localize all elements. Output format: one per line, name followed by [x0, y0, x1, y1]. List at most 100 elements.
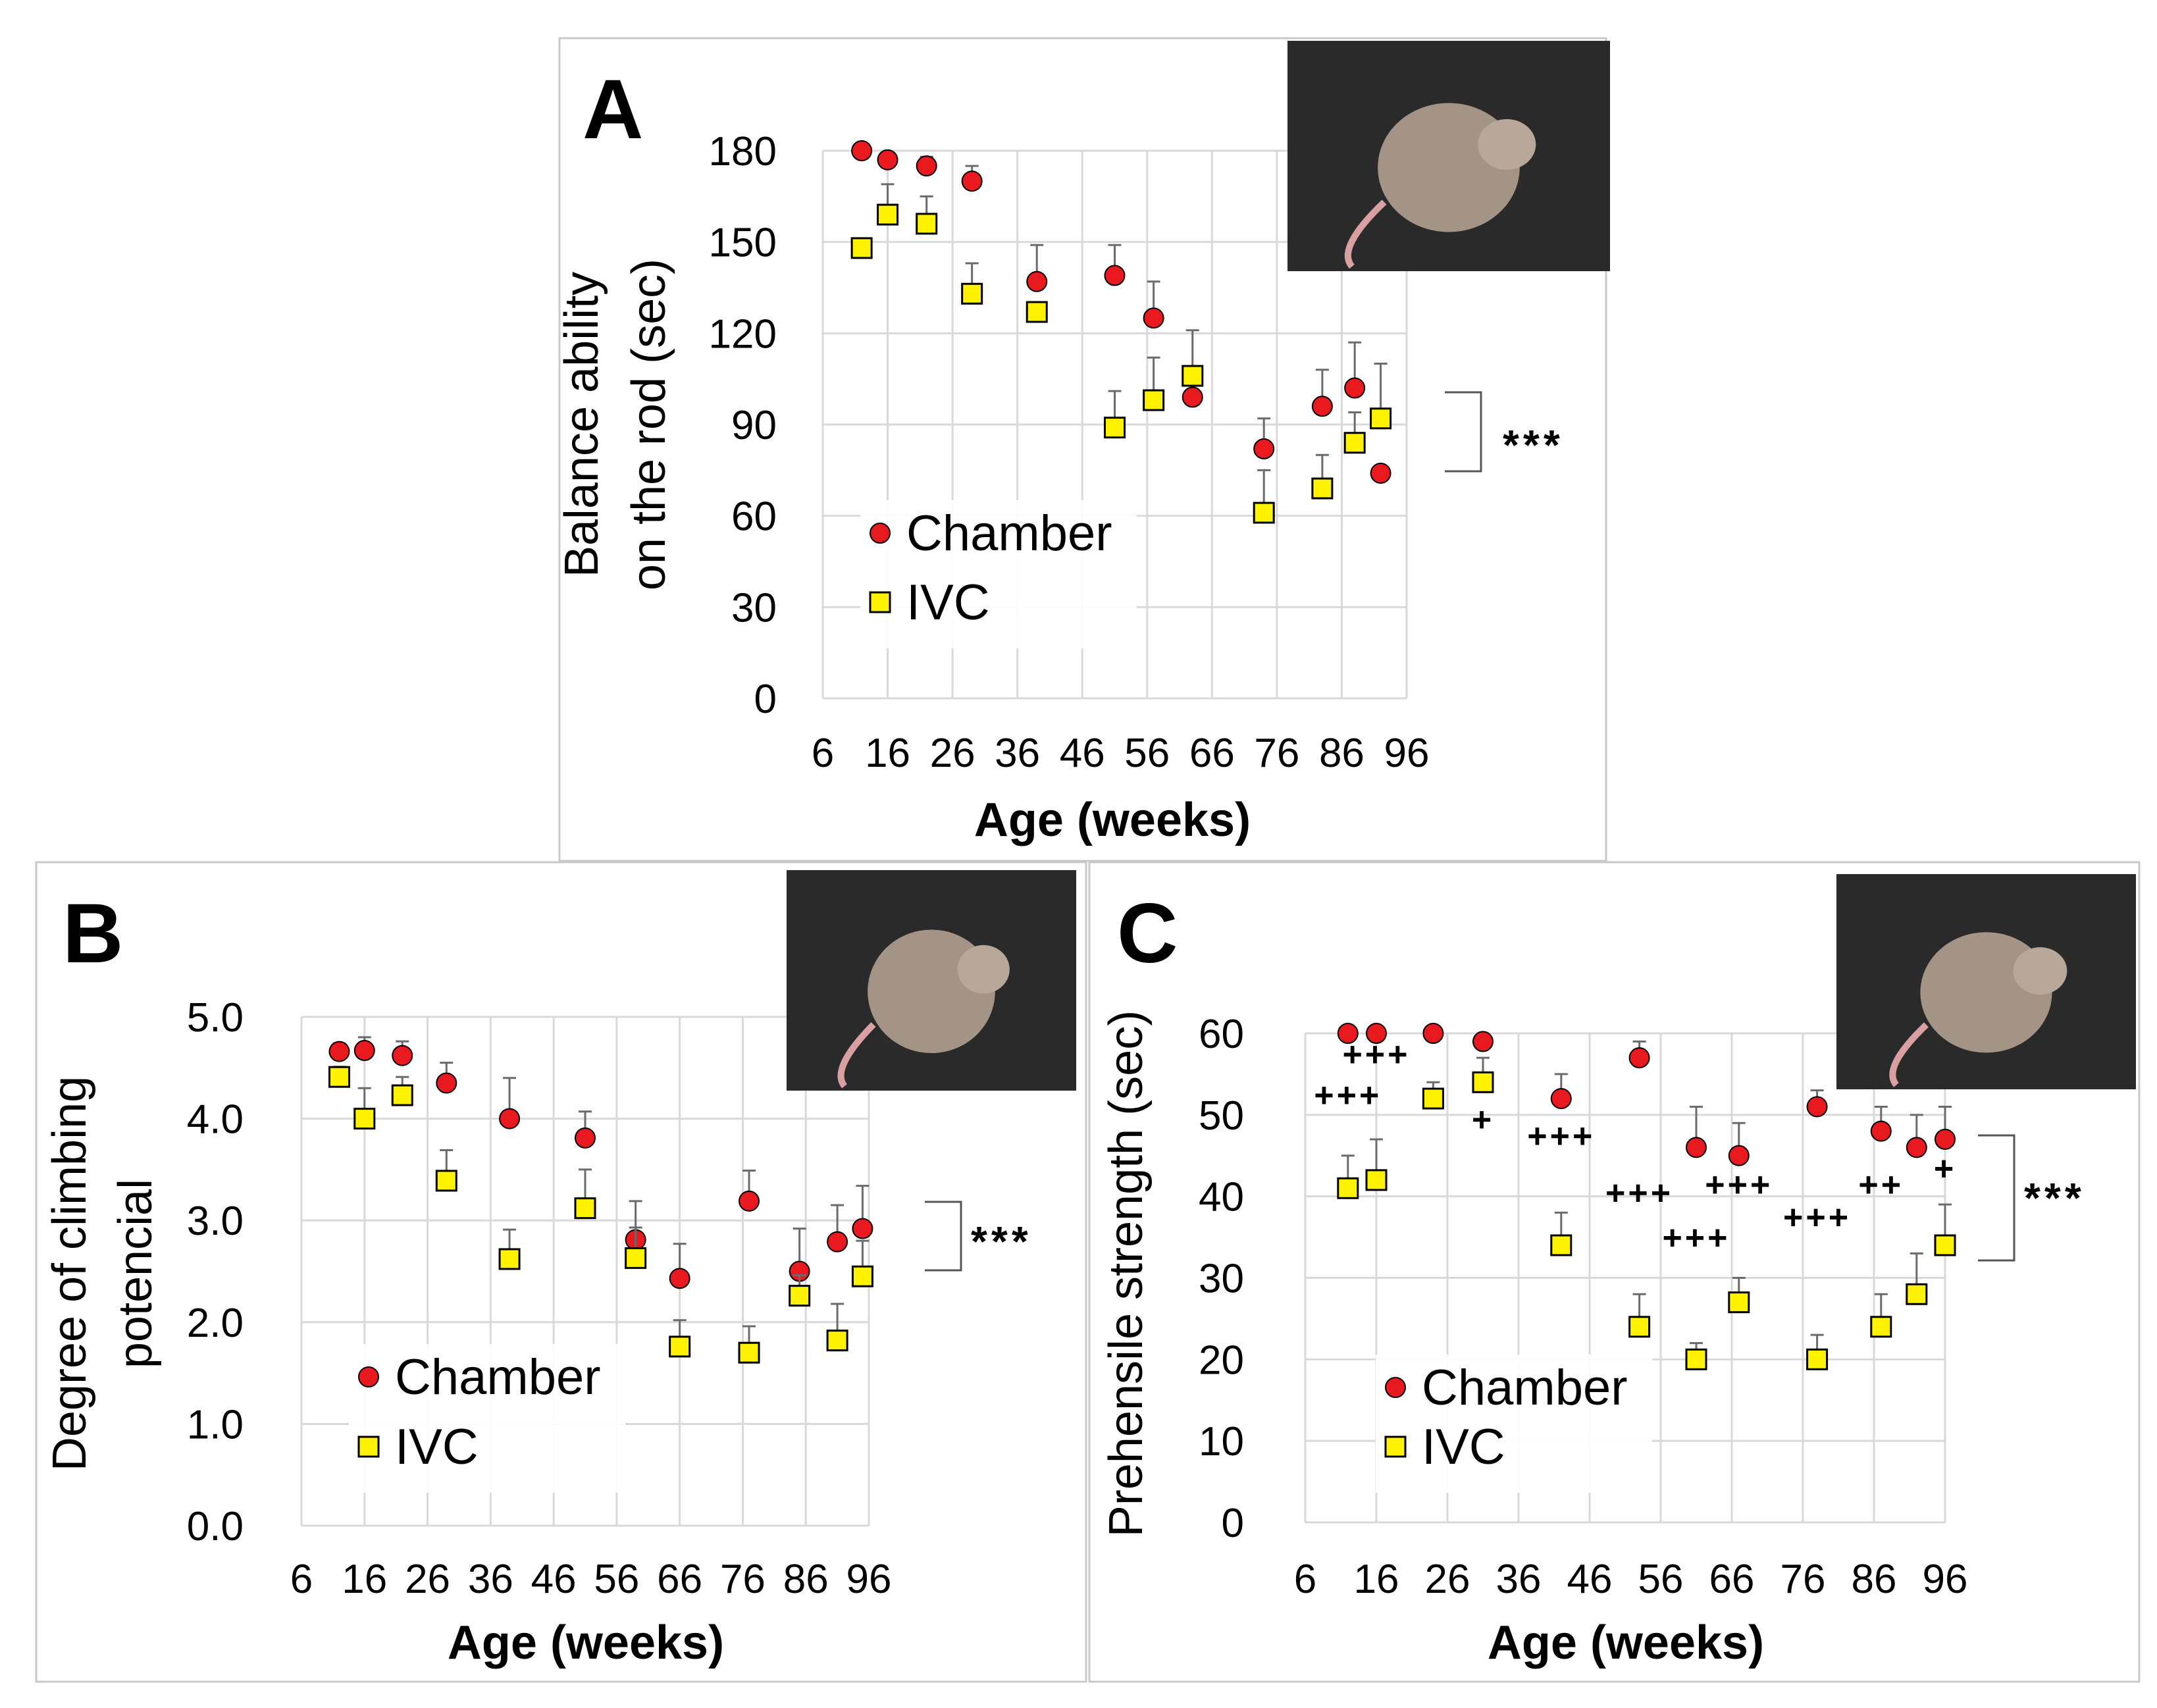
data-point-ivc — [1370, 407, 1392, 430]
data-point-ivc — [353, 1108, 376, 1130]
legend-chamber-marker — [1385, 1377, 1406, 1398]
y-axis-label: potencial — [109, 1179, 162, 1368]
data-point-chamber — [1906, 1137, 1927, 1158]
data-point-chamber — [669, 1268, 690, 1289]
x-tick-label: 46 — [531, 1557, 577, 1602]
panel-frame — [558, 37, 1607, 862]
mouse-head-shape — [957, 945, 1010, 994]
y-tick-label: 4.0 — [187, 1097, 244, 1143]
data-point-ivc — [789, 1285, 811, 1307]
panel-letter: B — [63, 887, 123, 981]
x-tick-label: 96 — [1923, 1557, 1968, 1602]
significance-annotation: +++ — [1527, 1117, 1595, 1155]
significance-annotation: +++ — [1783, 1199, 1851, 1237]
data-point-ivc — [574, 1197, 596, 1220]
data-point-ivc — [625, 1247, 647, 1269]
data-point-chamber — [353, 1040, 375, 1062]
data-point-ivc — [850, 237, 873, 259]
x-tick-label: 86 — [1852, 1557, 1897, 1602]
y-tick-label: 50 — [1199, 1093, 1244, 1139]
y-tick-label: 150 — [709, 220, 777, 266]
data-point-chamber — [961, 170, 983, 192]
x-axis-label: Age (weeks) — [974, 794, 1251, 846]
data-point-chamber — [1472, 1031, 1494, 1052]
significance-annotation: +++ — [1705, 1166, 1773, 1204]
panel-a: 0 30 60 90 120 150 180 6 16 26 36 46 56 66 76 86 96 Age (… — [556, 37, 1610, 862]
y-tick-label: 0.0 — [187, 1504, 244, 1549]
series-chamber — [1337, 1023, 1956, 1166]
mouse-tail-shape — [1344, 199, 1387, 269]
mouse-head-shape — [2013, 947, 2067, 995]
data-point-ivc — [851, 1265, 873, 1287]
data-point-ivc — [916, 213, 938, 235]
data-point-chamber — [1104, 265, 1126, 286]
x-tick-label: 76 — [1780, 1557, 1826, 1602]
data-point-chamber — [1550, 1088, 1572, 1110]
legend-chamber-label: Chamber — [1422, 1360, 1628, 1416]
y-tick-label: 120 — [709, 311, 777, 357]
x-axis-label: Age (weeks) — [448, 1617, 724, 1669]
data-point-chamber — [739, 1190, 760, 1212]
legend-ivc-marker — [357, 1436, 380, 1458]
data-point-ivc — [1104, 417, 1126, 439]
legend-background — [1376, 1355, 1652, 1493]
x-tick-label: 46 — [1567, 1557, 1613, 1602]
data-point-ivc — [1026, 301, 1048, 323]
x-tick-label: 26 — [1425, 1557, 1470, 1602]
data-point-chamber — [1026, 271, 1048, 292]
data-point-chamber — [1143, 307, 1164, 329]
panel-letter: A — [583, 63, 643, 157]
significance-bracket — [925, 1201, 962, 1272]
mouse-tail-shape — [837, 1022, 876, 1089]
data-point-ivc — [961, 282, 983, 305]
significance-annotation: + — [1472, 1101, 1494, 1139]
data-point-ivc — [1343, 432, 1366, 454]
data-point-ivc — [1337, 1177, 1359, 1199]
legend-ivc-label: IVC — [906, 575, 990, 631]
data-point-chamber — [1370, 462, 1391, 484]
x-tick-label: 66 — [657, 1557, 702, 1602]
data-point-chamber — [1422, 1023, 1444, 1044]
mouse-head-shape — [1478, 119, 1536, 170]
x-tick-label: 36 — [468, 1557, 513, 1602]
series-chamber — [851, 140, 1391, 484]
x-tick-label: 16 — [1354, 1557, 1399, 1602]
x-tick-label: 26 — [930, 731, 975, 776]
data-point-chamber — [1337, 1023, 1359, 1044]
data-point-ivc — [1253, 502, 1275, 524]
data-point-chamber — [916, 155, 937, 177]
series-ivc — [1337, 1056, 1956, 1370]
data-point-ivc — [1143, 389, 1165, 411]
x-tick-label: 56 — [594, 1557, 639, 1602]
data-point-chamber — [499, 1108, 521, 1129]
y-tick-label: 20 — [1199, 1337, 1244, 1383]
data-point-ivc — [1422, 1087, 1444, 1110]
panel-frame — [1088, 861, 2141, 1683]
y-tick-label: 10 — [1199, 1419, 1244, 1464]
data-point-ivc — [877, 203, 899, 226]
data-point-ivc — [738, 1341, 760, 1364]
data-point-ivc — [328, 1066, 350, 1088]
x-tick-label: 46 — [1060, 731, 1105, 776]
y-tick-label: 1.0 — [187, 1402, 244, 1447]
legend-ivc-marker — [869, 591, 891, 613]
x-tick-label: 96 — [846, 1557, 892, 1602]
y-tick-label: 60 — [1199, 1012, 1244, 1057]
y-tick-label: 2.0 — [187, 1301, 244, 1346]
significance-bracket — [1978, 1134, 2015, 1262]
y-tick-label: 5.0 — [187, 995, 244, 1041]
x-tick-label: 36 — [1496, 1557, 1542, 1602]
y-axis-label: on the rod (sec) — [623, 259, 675, 590]
y-tick-label: 30 — [731, 585, 777, 631]
data-point-chamber — [436, 1072, 457, 1094]
x-tick-label: 86 — [1319, 731, 1364, 776]
data-point-ivc — [1365, 1169, 1388, 1191]
data-point-chamber — [1311, 396, 1333, 417]
data-point-ivc — [1311, 477, 1334, 500]
x-tick-label: 66 — [1709, 1557, 1755, 1602]
